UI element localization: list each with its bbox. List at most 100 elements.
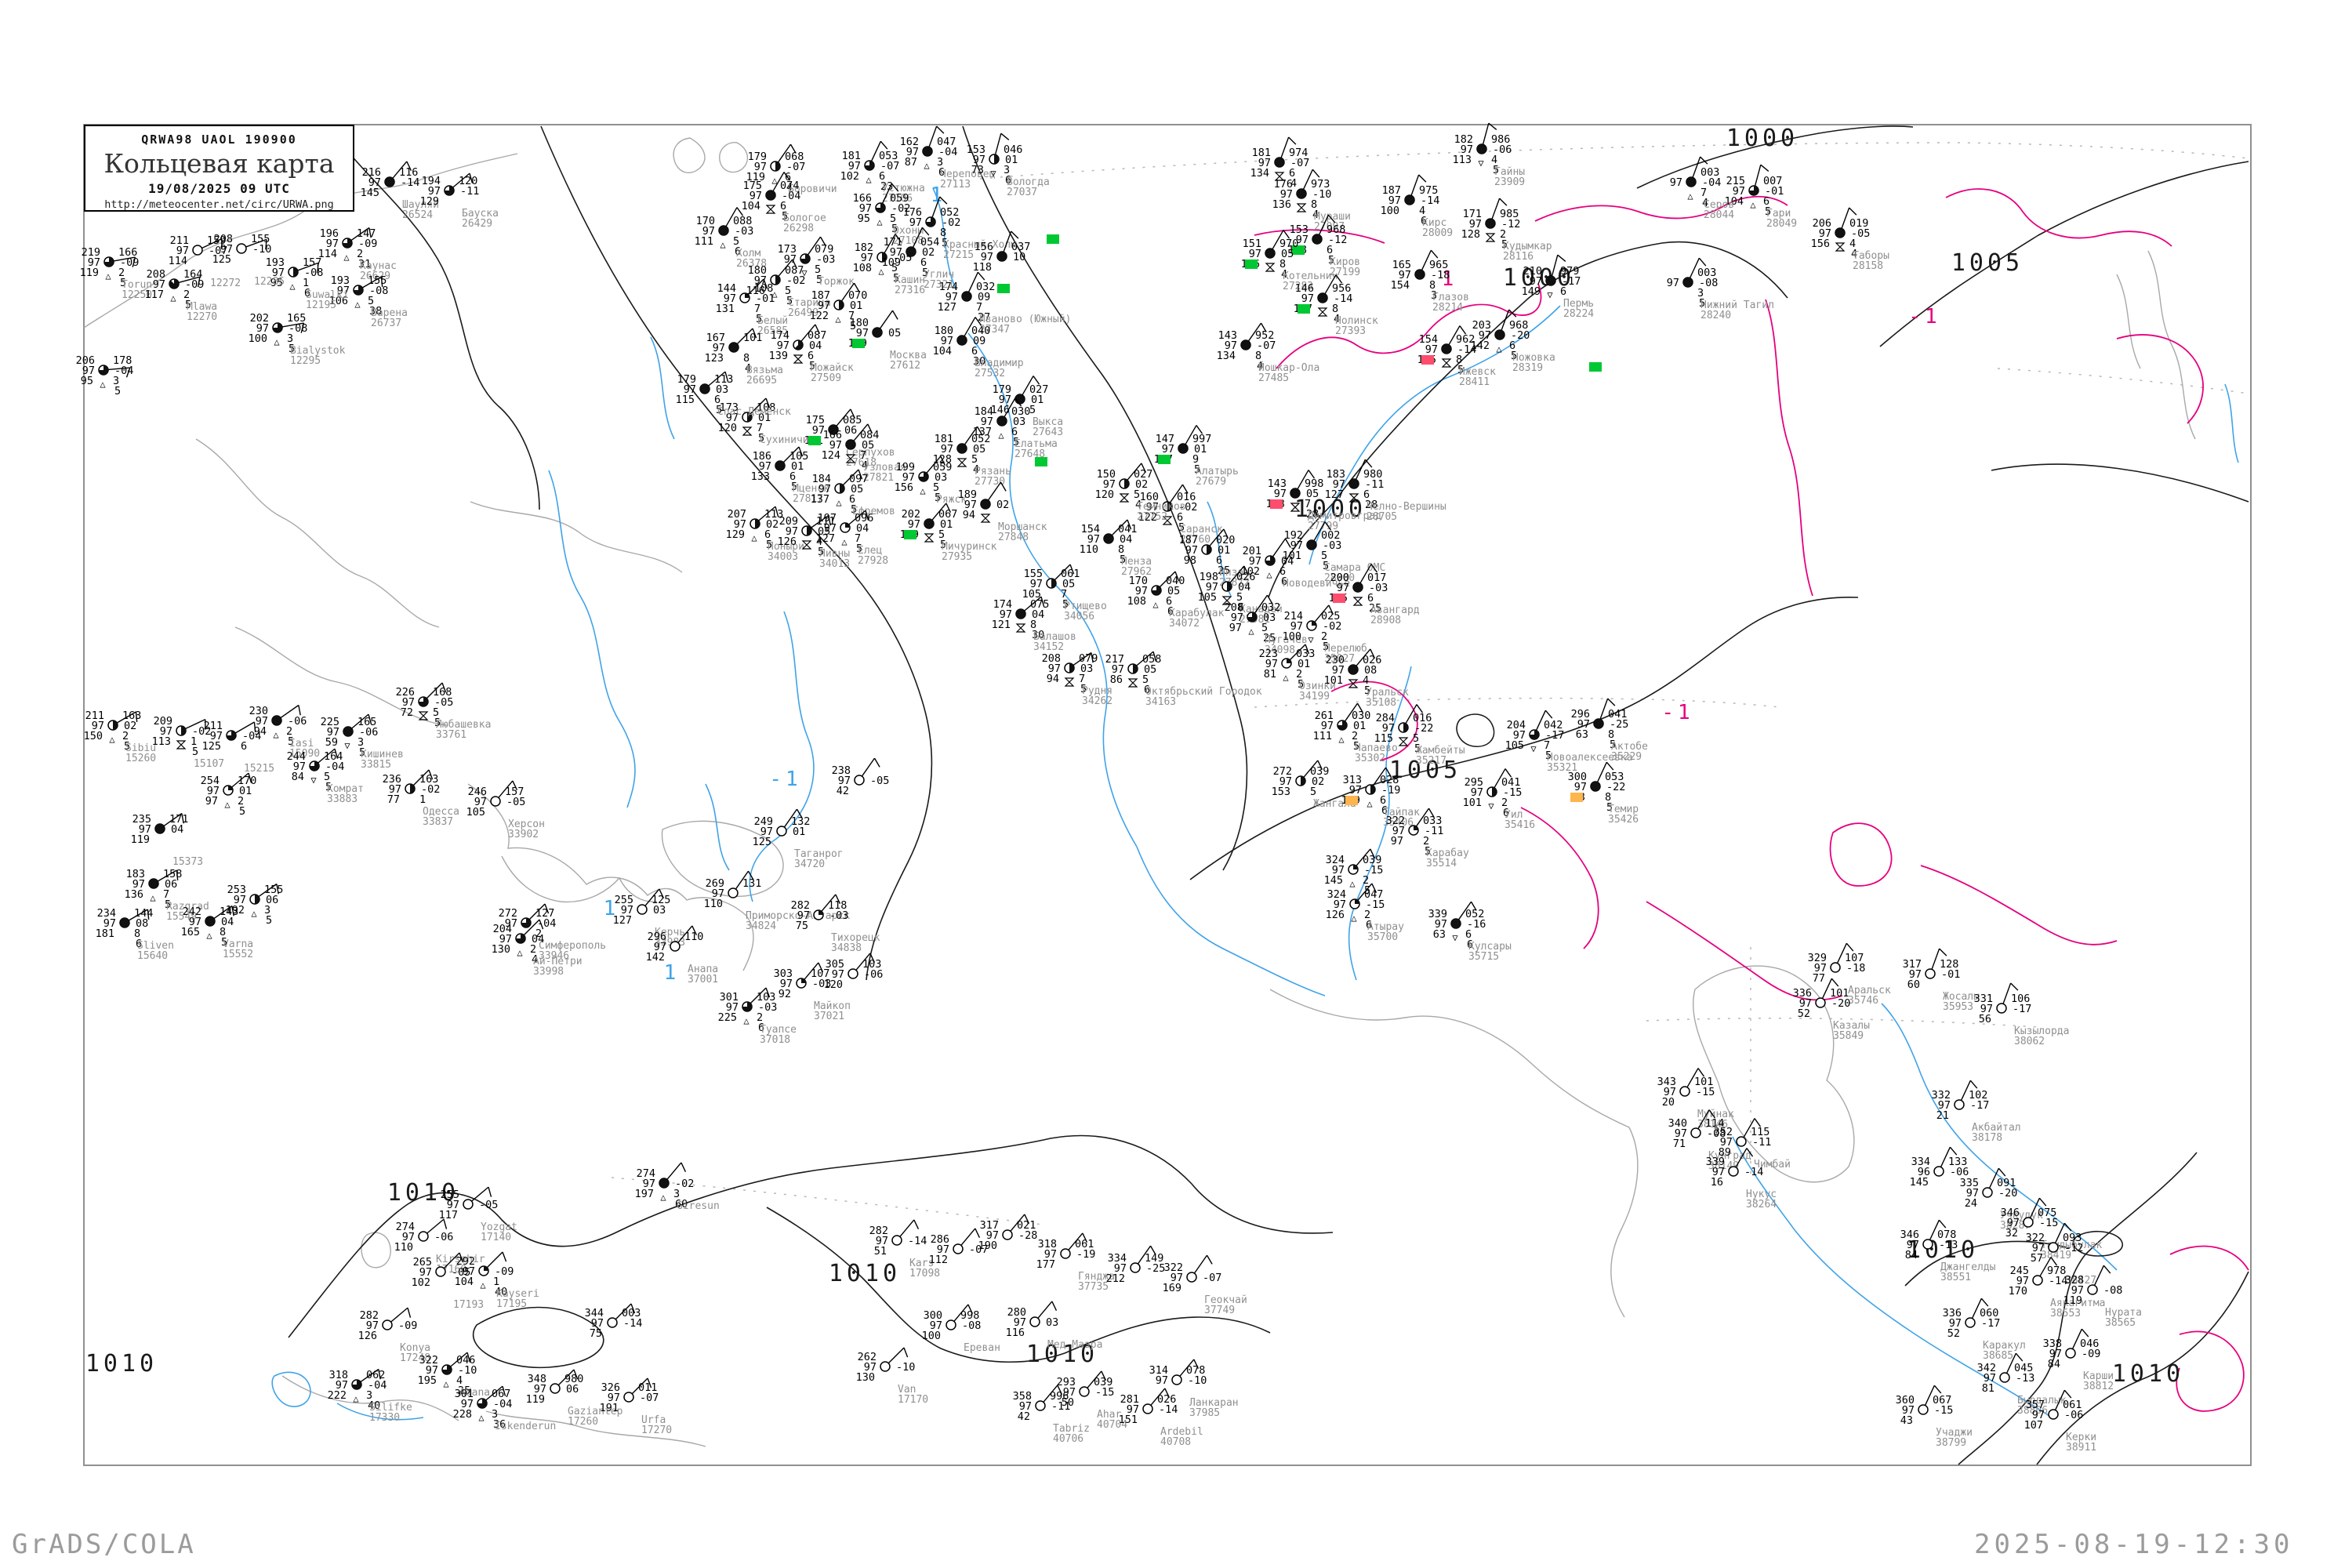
station-dewpoint: 95	[858, 212, 870, 225]
station-visibility: 97	[176, 245, 189, 257]
station-visibility: 97	[1435, 918, 1447, 931]
station-name: Красный Холм	[943, 239, 1017, 251]
station-name: Бырдалык	[2017, 1395, 2067, 1406]
station-id: 34056	[1064, 611, 1094, 622]
precip-square	[1292, 245, 1305, 255]
station-cloud2: 5	[1606, 801, 1613, 814]
station-tendency: 04	[1032, 608, 1044, 621]
wind-barb	[523, 919, 540, 936]
wind-barb	[836, 408, 851, 426]
station-temp: 348	[528, 1373, 546, 1385]
weather-symbol	[1162, 516, 1173, 525]
station-dewpoint: 177	[1036, 1258, 1055, 1271]
station-cloud2: 5	[851, 503, 857, 516]
station-visibility: 97	[1063, 1386, 1076, 1399]
station-cloud1: 5	[324, 771, 330, 783]
wind-barb	[450, 1352, 468, 1367]
station-pressure: 157	[505, 786, 524, 798]
cloud-cover-fill	[745, 293, 750, 298]
station-id: 35953	[1943, 1001, 1973, 1013]
station-visibility: 97	[1249, 555, 1261, 568]
station-name: Kirsehir	[436, 1254, 485, 1265]
station-cloud1: 8	[1030, 619, 1036, 631]
wind-barb	[994, 132, 1002, 155]
station-temp: 305	[826, 958, 844, 971]
station-pressure: 026	[1236, 571, 1255, 583]
wind-barb	[1229, 565, 1245, 583]
station-id: 27928	[858, 555, 888, 567]
station-temp: 293	[1057, 1376, 1076, 1388]
station-visibility: 97	[859, 202, 872, 215]
station-pressure: 059	[933, 461, 952, 474]
station-pressure: 973	[1311, 178, 1330, 191]
station-cloud1: 2	[238, 795, 244, 808]
cloud-cover-circle	[728, 887, 739, 898]
station-cloud1: 6	[808, 350, 814, 362]
cloud-cover-circle	[418, 1231, 429, 1242]
wind-barb	[631, 1377, 648, 1395]
station-temp: 208	[1042, 652, 1061, 665]
station-cloud2: 5	[266, 914, 272, 927]
weather-symbol: ▽	[1530, 743, 1537, 754]
wind-barb-feather	[724, 371, 729, 382]
station-id: 26429	[462, 218, 492, 230]
station-pressure: 101	[1694, 1076, 1713, 1088]
station-tendency: -07	[1203, 1272, 1221, 1284]
station-temp: 211	[85, 710, 104, 722]
station-pressure: 003	[622, 1307, 641, 1319]
station-tendency: 06	[566, 1383, 579, 1396]
wind-barb-feather	[1260, 322, 1267, 332]
station-cloud1: 2	[118, 267, 125, 279]
station-dewpoint: 108	[853, 262, 872, 274]
station-id: 35027	[1324, 653, 1355, 665]
station-cloud1: 5	[1236, 591, 1243, 604]
station-name: Карши	[2083, 1370, 2114, 1382]
wind-barb-feather	[921, 227, 930, 236]
station-tendency: 01	[1218, 544, 1230, 557]
wind-barb-feather	[502, 1385, 506, 1396]
station-cloud2: 6	[136, 938, 142, 950]
station-name: Владимир	[975, 358, 1024, 369]
station-pressure: 075	[1030, 598, 1049, 611]
fronts-layer-path	[2176, 1330, 2245, 1412]
wind-barb-feather	[1697, 1068, 1705, 1077]
station-visibility: 97	[293, 760, 306, 773]
geography-layer-path	[485, 1410, 706, 1447]
cloud-cover-fill	[924, 519, 934, 528]
station-visibility: 97	[1907, 1239, 1919, 1251]
precip-square	[1333, 593, 1345, 603]
station-name: Сухиничи	[760, 434, 809, 446]
station-cloud1: 4	[1491, 154, 1497, 166]
precip-square	[1421, 355, 1434, 365]
station-id: 34072	[1169, 618, 1200, 630]
station-temp: 339	[1706, 1156, 1725, 1168]
station-visibility: 97	[986, 1229, 999, 1242]
wind-barb	[747, 278, 764, 296]
station-temp: 183	[126, 868, 145, 880]
cloud-cover-circle	[1815, 997, 1826, 1008]
station-temp: 180	[935, 325, 953, 337]
station-id: 38264	[1746, 1199, 1777, 1210]
wind-barb	[1924, 1385, 1936, 1406]
station-cloud1: 5	[785, 285, 791, 297]
wind-barb	[392, 161, 408, 179]
station-id: 28240	[1700, 310, 1731, 321]
station-name: Ереван	[964, 1342, 1000, 1354]
station-visibility: 97	[941, 443, 953, 456]
station-dewpoint: 51	[874, 1245, 887, 1258]
station-temp: 187	[811, 289, 830, 302]
station-temp: 223	[1259, 648, 1278, 660]
